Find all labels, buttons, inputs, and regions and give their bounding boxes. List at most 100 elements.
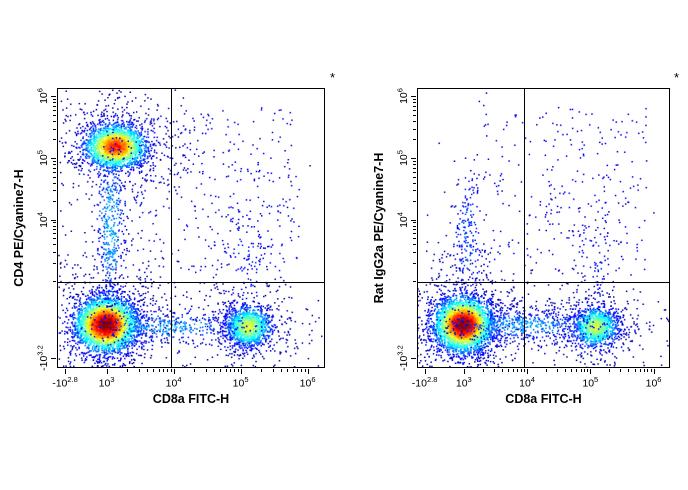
y-axis-major-tick — [51, 158, 56, 159]
x-axis-minor-tick — [234, 369, 236, 372]
density-scatter-canvas — [58, 89, 324, 367]
x-axis-minor-tick — [584, 369, 586, 372]
x-axis-minor-tick — [213, 369, 215, 372]
x-axis-minor-tick — [146, 369, 148, 372]
plot-area[interactable] — [57, 88, 325, 368]
y-axis-major-tick — [411, 219, 416, 221]
y-axis-minor-tick — [413, 244, 416, 246]
x-axis-minor-tick — [517, 369, 519, 372]
x-axis-major-tick — [463, 369, 465, 374]
y-axis-minor-tick — [413, 120, 416, 122]
x-axis-major-tick — [653, 369, 655, 374]
x-axis-minor-tick — [205, 369, 207, 372]
x-axis-minor-tick — [230, 369, 232, 372]
quadrant-gate-vertical-line[interactable] — [171, 89, 172, 367]
x-axis-minor-tick — [620, 369, 622, 372]
y-axis-minor-tick — [53, 251, 56, 253]
y-axis-major-tick — [51, 96, 56, 98]
x-axis-minor-tick — [634, 369, 636, 372]
y-axis-minor-tick — [413, 190, 416, 192]
y-tick-label: 106 — [35, 88, 51, 105]
x-tick-label: 105 — [582, 375, 599, 390]
x-axis-minor-tick — [260, 369, 262, 372]
y-axis-minor-tick — [413, 229, 416, 231]
x-axis-major-tick — [173, 369, 175, 374]
x-axis-major-tick — [65, 369, 67, 374]
x-axis-major-tick — [307, 369, 309, 374]
x-axis-minor-tick — [576, 369, 578, 372]
x-axis-minor-tick — [482, 369, 484, 372]
quadrant-gate-horizontal-line[interactable] — [58, 282, 324, 283]
y-axis-minor-tick — [53, 160, 56, 162]
x-axis-minor-tick — [643, 369, 645, 372]
x-axis-minor-tick — [301, 369, 303, 372]
footnote-asterisk: * — [330, 70, 336, 85]
quadrant-gate-horizontal-line[interactable] — [418, 282, 669, 283]
x-axis-minor-tick — [170, 369, 172, 372]
x-axis-title: CD8a FITC-H — [505, 392, 582, 406]
y-axis-minor-tick — [53, 99, 56, 101]
y-axis-major-tick — [51, 358, 56, 360]
x-axis-minor-tick — [304, 369, 306, 372]
y-axis-minor-tick — [53, 262, 56, 264]
y-axis-minor-tick — [53, 201, 56, 203]
y-axis-minor-tick — [413, 238, 416, 240]
y-axis-minor-tick — [53, 222, 56, 224]
y-axis-minor-tick — [53, 128, 56, 130]
y-axis-minor-tick — [413, 233, 416, 235]
y-axis-minor-tick — [413, 251, 416, 253]
y-axis-minor-tick — [53, 171, 56, 173]
y-axis-minor-tick — [413, 176, 416, 178]
y-axis-minor-tick — [53, 229, 56, 231]
y-tick-label: 105 — [35, 150, 51, 166]
x-tick-label: 104 — [519, 375, 535, 390]
x-axis-minor-tick — [138, 369, 140, 372]
x-axis-title: CD8a FITC-H — [152, 392, 230, 406]
y-axis-minor-tick — [53, 238, 56, 240]
x-axis-minor-tick — [520, 369, 522, 372]
x-tick-label: -102.8 — [52, 375, 78, 390]
y-axis-minor-tick — [53, 176, 56, 178]
y-tick-label: 104 — [395, 211, 411, 228]
y-axis-minor-tick — [413, 139, 416, 141]
y-tick-label: 105 — [395, 150, 411, 166]
y-axis-minor-tick — [413, 201, 416, 203]
x-tick-label: 104 — [165, 375, 182, 390]
y-axis-minor-tick — [413, 110, 416, 112]
x-axis-minor-tick — [292, 369, 294, 372]
y-axis-minor-tick — [53, 139, 56, 141]
x-axis-major-tick — [590, 369, 592, 374]
y-axis-minor-tick — [53, 114, 56, 116]
y-axis-title: Rat IgG2a PE/Cyanine7-H — [372, 152, 386, 304]
footnote-asterisk: * — [674, 70, 680, 85]
x-axis-major-tick — [527, 369, 529, 374]
x-axis-minor-tick — [639, 369, 641, 372]
y-axis-minor-tick — [53, 190, 56, 192]
y-axis-minor-tick — [413, 262, 416, 264]
y-axis-minor-tick — [413, 160, 416, 162]
x-axis-minor-tick — [524, 369, 526, 372]
y-tick-label: -103.2 — [35, 345, 51, 371]
y-axis-minor-tick — [413, 114, 416, 116]
y-axis-minor-tick — [53, 244, 56, 246]
x-axis-minor-tick — [280, 369, 282, 372]
y-tick-label: 104 — [35, 211, 51, 228]
y-axis-major-tick — [51, 219, 56, 221]
x-axis-minor-tick — [220, 369, 222, 372]
plot-area[interactable] — [417, 88, 670, 368]
x-axis-minor-tick — [167, 369, 169, 372]
y-axis-minor-tick — [413, 281, 416, 283]
y-axis-title: CD4 PE/Cyanine7-H — [12, 169, 26, 287]
x-tick-label: 103 — [455, 375, 472, 390]
x-axis-minor-tick — [647, 369, 649, 372]
y-axis-major-tick — [411, 96, 416, 98]
x-tick-label: -102.8 — [411, 375, 438, 390]
x-tick-label: 106 — [645, 375, 662, 390]
y-axis-major-tick — [411, 358, 416, 360]
x-axis-minor-tick — [153, 369, 155, 372]
quadrant-gate-vertical-line[interactable] — [524, 89, 525, 367]
y-axis-minor-tick — [53, 182, 56, 184]
y-tick-label: 106 — [395, 88, 411, 105]
x-axis-minor-tick — [628, 369, 630, 372]
